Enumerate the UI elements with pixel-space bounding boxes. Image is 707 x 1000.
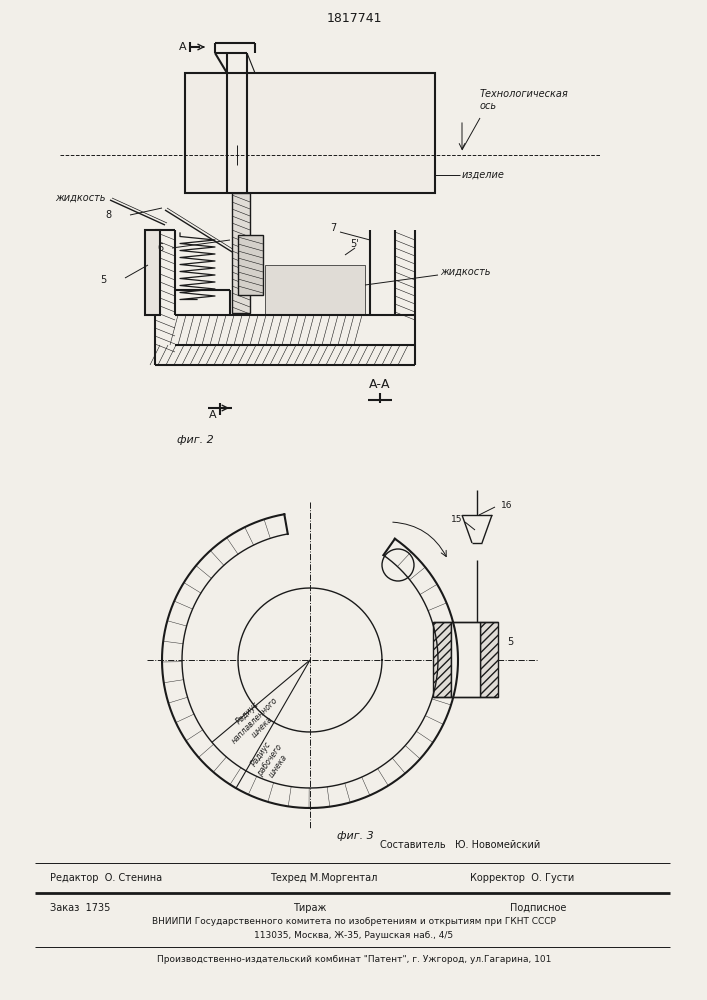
Text: 5: 5 xyxy=(100,275,106,285)
Text: 1817741: 1817741 xyxy=(326,11,382,24)
Text: Радиус
рабочего
шнека: Радиус рабочего шнека xyxy=(247,736,293,784)
Text: Редактор  О. Стенина: Редактор О. Стенина xyxy=(50,873,162,883)
Text: Тираж: Тираж xyxy=(293,903,327,913)
Bar xyxy=(238,235,263,295)
Bar xyxy=(265,265,365,315)
Text: фиг. 3: фиг. 3 xyxy=(337,831,373,841)
Bar xyxy=(145,230,160,315)
Text: 7: 7 xyxy=(330,223,337,233)
Text: 6: 6 xyxy=(157,243,163,253)
Bar xyxy=(433,622,451,697)
Text: изделие: изделие xyxy=(462,170,505,180)
Text: 16: 16 xyxy=(501,500,513,510)
Text: А-А: А-А xyxy=(369,378,391,391)
Text: ВНИИПИ Государственного комитета по изобретениям и открытиям при ГКНТ СССР: ВНИИПИ Государственного комитета по изоб… xyxy=(152,918,556,926)
Text: 113035, Москва, Ж-35, Раушская наб., 4/5: 113035, Москва, Ж-35, Раушская наб., 4/5 xyxy=(255,930,454,940)
Text: Корректор  О. Густи: Корректор О. Густи xyxy=(470,873,574,883)
Text: Технологическая
ось: Технологическая ось xyxy=(480,89,568,111)
Bar xyxy=(232,193,250,313)
Text: жидкость: жидкость xyxy=(440,267,491,277)
Text: Производственно-издательский комбинат "Патент", г. Ужгород, ул.Гагарина, 101: Производственно-издательский комбинат "П… xyxy=(157,956,551,964)
Text: фиг. 2: фиг. 2 xyxy=(177,435,214,445)
Text: 5: 5 xyxy=(507,637,513,647)
Text: жидкость: жидкость xyxy=(55,193,105,203)
Text: А: А xyxy=(209,410,217,420)
Text: Заказ  1735: Заказ 1735 xyxy=(50,903,110,913)
Text: Радиус
наплавленного
шнека: Радиус наплавленного шнека xyxy=(223,688,287,752)
Text: 5': 5' xyxy=(350,239,358,249)
Text: Техред М.Моргентал: Техред М.Моргентал xyxy=(270,873,378,883)
Bar xyxy=(185,73,435,193)
Text: 15: 15 xyxy=(451,516,463,524)
Text: 8: 8 xyxy=(105,210,111,220)
Text: Подписное: Подписное xyxy=(510,903,566,913)
Bar xyxy=(480,622,498,697)
Text: Составитель   Ю. Новомейский: Составитель Ю. Новомейский xyxy=(380,840,540,850)
Text: A: A xyxy=(179,42,187,52)
Bar xyxy=(451,622,480,697)
